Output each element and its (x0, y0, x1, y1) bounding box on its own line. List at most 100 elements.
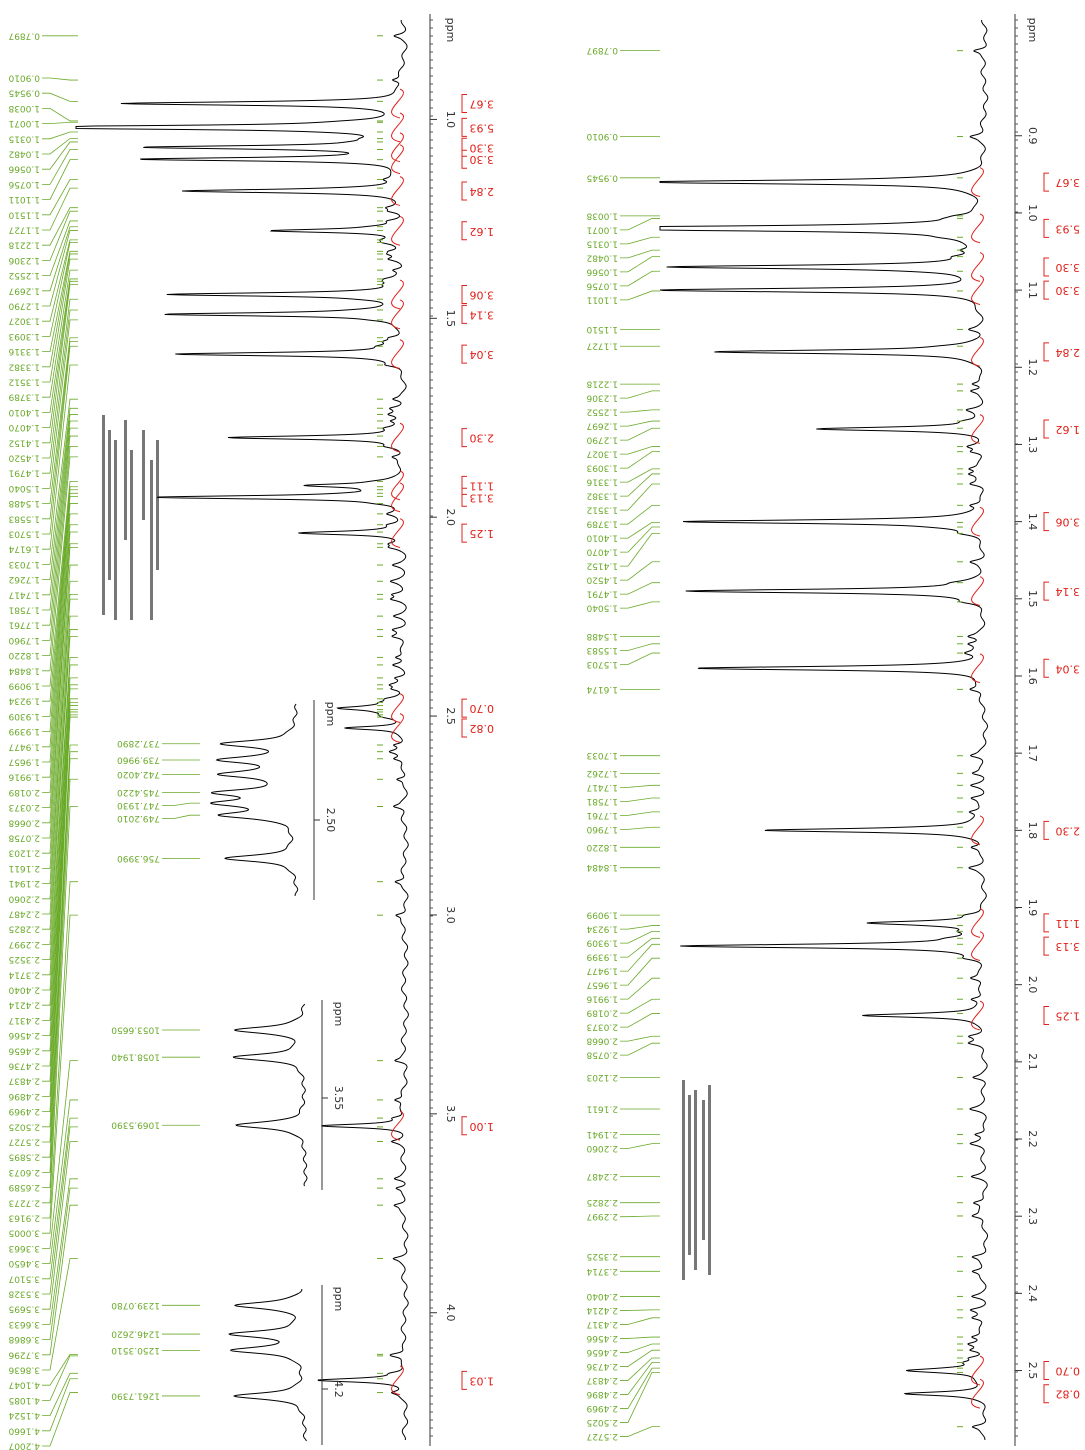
peak-label: 2.2825 (587, 1197, 619, 1207)
spectrum-panel: 0.91.01.11.21.31.41.51.61.71.81.92.02.12… (586, 14, 1080, 1446)
peak-connector (42, 594, 78, 884)
peak-connector (42, 230, 78, 307)
integral-bracket (461, 475, 467, 495)
peak-label: 2.2487 (9, 909, 41, 919)
integral-bracket (461, 428, 467, 448)
peak-connector (42, 486, 78, 702)
peak-label: 1.0071 (9, 118, 41, 128)
integral-value: 1.03 (470, 1374, 495, 1387)
peak-label: 1.4520 (586, 575, 618, 585)
peak-connector (42, 210, 78, 261)
integral-bracket (1043, 512, 1049, 532)
integral-bracket (461, 1370, 467, 1390)
peak-label: 4.1085 (9, 1395, 41, 1405)
inset-trace (232, 1003, 308, 1187)
peak-label: 1.2790 (8, 301, 40, 311)
peak-connector (620, 427, 660, 441)
peak-label: 3.6868 (8, 1334, 40, 1344)
integral-curve (391, 215, 404, 246)
inset-trace (228, 1289, 307, 1442)
integral-value: 2.84 (1056, 346, 1081, 359)
peak-label: 2.0758 (8, 833, 40, 843)
peak-label: 2.2997 (587, 1211, 619, 1221)
peak-label: 1.5583 (587, 645, 619, 655)
peak-connector (42, 598, 78, 900)
peak-label: 3.4650 (8, 1258, 40, 1268)
peak-connector (620, 1349, 660, 1367)
peak-connector (42, 580, 78, 869)
integral-bracket (1043, 172, 1049, 192)
peak-connector (42, 1372, 78, 1416)
inset-peak-label: 742.4020 (117, 769, 160, 779)
inset-peak-label: 749.2010 (117, 813, 160, 823)
peak-connector (42, 684, 78, 1006)
peak-label: 1.4791 (9, 468, 41, 478)
peak-label: 4.2007 (9, 1441, 41, 1450)
inset-connector (162, 814, 200, 819)
peak-connector (42, 615, 78, 915)
peak-connector (42, 698, 78, 1036)
peak-label: 1.7417 (587, 782, 619, 792)
peak-label: 2.1941 (9, 878, 41, 888)
inset-peak-label: 1261.7390 (111, 1390, 160, 1400)
peak-connector (42, 159, 78, 201)
peak-label: 1.0038 (586, 210, 618, 220)
peak-connector (42, 758, 78, 1173)
axis-tick-label: 1.1 (1026, 281, 1039, 299)
peak-label: 2.4040 (8, 985, 40, 995)
axis-tick-label: 1.9 (1026, 899, 1039, 917)
integral-value: 1.62 (470, 225, 495, 238)
parameter-block (102, 415, 711, 1280)
peak-connector (620, 236, 660, 245)
peak-connector (620, 937, 660, 958)
peak-connector (620, 504, 660, 525)
peak-connector (620, 561, 660, 581)
peak-connector (620, 249, 660, 259)
peak-label: 1.4070 (8, 422, 40, 432)
peak-label: 2.7273 (9, 1197, 41, 1207)
integral-value: 1.25 (470, 527, 495, 540)
peak-connector (42, 445, 78, 656)
peak-connector (42, 1117, 78, 1280)
peak-connector (42, 131, 78, 140)
peak-label: 0.9010 (586, 131, 618, 141)
axis-tick-label: 2.5 (444, 707, 457, 725)
peak-label: 1.0071 (587, 224, 619, 234)
peak-label: 2.4896 (8, 1091, 40, 1101)
peak-label: 1.4791 (587, 589, 619, 599)
integral-curve (391, 88, 404, 119)
peak-connector (620, 977, 660, 1000)
integral-value: 3.04 (1056, 662, 1081, 675)
peak-label: 2.5727 (587, 1431, 619, 1441)
inset-tick-label: 4.2 (332, 1380, 345, 1398)
integral-value: 3.30 (470, 153, 495, 166)
peak-label: 2.6589 (8, 1182, 40, 1192)
peak-label: 4.1047 (9, 1380, 41, 1390)
peak-label: 1.7581 (587, 796, 619, 806)
peak-connector (42, 420, 78, 611)
peak-label: 1.9657 (587, 980, 619, 990)
peak-connector (620, 1309, 660, 1311)
peak-connector (620, 532, 660, 567)
peak-label: 1.2697 (9, 285, 41, 295)
peak-label: 1.9399 (586, 952, 618, 962)
integral-curve (971, 252, 984, 282)
peak-label: 1.3789 (586, 519, 618, 529)
integral-value: 3.04 (470, 348, 495, 361)
peak-connector (42, 531, 78, 808)
peak-connector (42, 629, 78, 930)
integral-value: 5.93 (1056, 222, 1081, 235)
peak-connector (620, 1362, 660, 1395)
integral-bracket (1043, 1384, 1049, 1404)
peak-label: 2.0189 (8, 787, 40, 797)
peak-label: 1.3789 (8, 392, 40, 402)
peak-label: 1.2552 (587, 407, 619, 417)
peak-connector (620, 256, 660, 273)
peak-connector (42, 398, 78, 565)
integral-curve (391, 176, 404, 206)
peak-label: 1.7761 (9, 620, 41, 630)
peak-label: 1.8220 (8, 650, 40, 660)
integral-value: 3.06 (1056, 516, 1081, 529)
inset-axis-unit: ppm (332, 1287, 345, 1312)
inset-peak-label: 756.3990 (117, 853, 160, 863)
